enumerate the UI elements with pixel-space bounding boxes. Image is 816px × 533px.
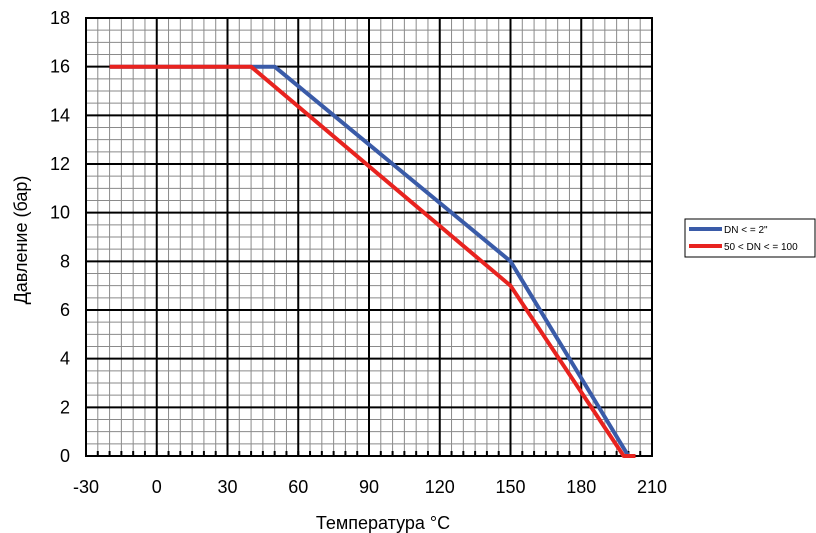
x-axis-title: Температура °C <box>316 513 450 533</box>
legend-label-series-1: DN < = 2" <box>724 225 768 236</box>
y-tick-label: 0 <box>60 446 70 466</box>
y-tick-label: 6 <box>60 300 70 320</box>
series-line-2 <box>109 64 636 458</box>
y-tick-label: 10 <box>50 203 70 223</box>
minor-gridlines <box>86 18 652 456</box>
x-tick-label: 120 <box>425 477 455 497</box>
x-tick-label: 0 <box>152 477 162 497</box>
y-tick-label: 8 <box>60 251 70 271</box>
x-tick-label: 90 <box>359 477 379 497</box>
x-tick-label: 210 <box>637 477 667 497</box>
plot-area-frame <box>85 17 653 457</box>
y-tick-label: 4 <box>60 349 70 369</box>
x-tick-label: 150 <box>495 477 525 497</box>
x-axis-tick-labels: -30 0 30 60 90 120 150 180 210 <box>73 477 667 497</box>
y-tick-label: 12 <box>50 154 70 174</box>
y-tick-label: 16 <box>50 57 70 77</box>
x-tick-label: 30 <box>217 477 237 497</box>
legend-box <box>684 218 816 258</box>
y-axis-title: Давление (бар) <box>11 176 31 305</box>
y-tick-label: 2 <box>60 397 70 417</box>
y-tick-label: 14 <box>50 105 70 125</box>
series-layer <box>109 64 636 458</box>
y-tick-label: 18 <box>50 8 70 28</box>
y-axis-tick-labels: 0 2 4 6 8 10 12 14 16 18 <box>50 8 70 466</box>
legend-label-series-2: 50 < DN < = 100 <box>724 242 798 253</box>
major-gridlines <box>86 18 652 456</box>
x-tick-label: -30 <box>73 477 99 497</box>
legend: DN < = 2" 50 < DN < = 100 <box>684 218 816 258</box>
x-tick-label: 60 <box>288 477 308 497</box>
x-tick-label: 180 <box>566 477 596 497</box>
